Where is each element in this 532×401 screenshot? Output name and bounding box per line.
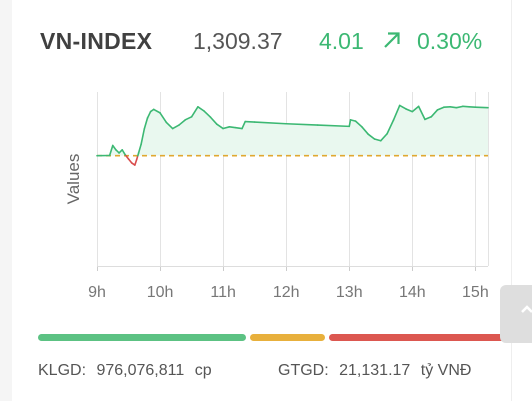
price-line-up xyxy=(165,121,174,130)
price-line-up xyxy=(392,104,401,122)
price-line-up xyxy=(209,116,218,125)
price-line-up xyxy=(253,121,287,125)
price-line-up xyxy=(143,117,149,130)
price-line-up xyxy=(398,104,407,110)
price-line-up xyxy=(222,126,231,130)
value-stat: GTGD: 21,131.17 tỷ VNĐ xyxy=(278,362,471,380)
price-line-up xyxy=(361,126,369,135)
y-axis-label: Values xyxy=(64,154,83,205)
x-tick-label: 12h xyxy=(273,284,300,301)
x-tick-label: 11h xyxy=(210,284,236,301)
x-tick-label: 9h xyxy=(88,284,106,301)
value-label: GTGD: xyxy=(278,362,329,379)
volume-unit: cp xyxy=(194,362,212,379)
chart-lines xyxy=(96,104,489,166)
price-line-up xyxy=(146,110,152,119)
price-line-up xyxy=(171,124,180,130)
index-name: VN-INDEX xyxy=(40,28,153,54)
price-line-up xyxy=(424,115,433,121)
panel-divider xyxy=(511,0,512,401)
breadth-down-segment xyxy=(329,334,508,341)
price-line-up xyxy=(203,110,212,119)
price-line-up xyxy=(228,126,237,129)
price-line-up xyxy=(152,108,161,114)
chevron-up-icon xyxy=(521,305,532,313)
price-line-down xyxy=(134,158,138,166)
price-line-up xyxy=(285,122,319,126)
index-change: 4.01 xyxy=(319,28,364,54)
volume-label: KLGD: xyxy=(38,362,87,379)
price-line-up xyxy=(373,138,382,142)
price-line-up xyxy=(159,112,168,124)
chart-area xyxy=(97,105,488,156)
price-line-up xyxy=(430,109,439,118)
price-line-up xyxy=(316,124,351,128)
x-tick-label: 15h xyxy=(462,284,489,301)
price-line-up xyxy=(348,119,352,128)
price-line-up xyxy=(455,105,464,109)
price-line-up xyxy=(379,132,388,142)
price-line-up xyxy=(108,144,114,157)
volume-value: 976,076,811 xyxy=(96,362,185,379)
price-line-up xyxy=(436,106,445,111)
index-value: 1,309.37 xyxy=(193,28,283,54)
breadth-unchanged-segment xyxy=(249,334,326,341)
price-line-up xyxy=(405,108,414,113)
x-tick-label: 14h xyxy=(399,284,426,301)
price-line-up xyxy=(367,133,376,140)
price-line-up xyxy=(178,119,187,126)
left-edge xyxy=(0,0,12,401)
price-line-up xyxy=(184,115,193,121)
price-line-up xyxy=(140,128,146,145)
value-amount: 21,131.17 xyxy=(339,362,411,379)
price-line-up xyxy=(241,120,247,130)
price-line-up xyxy=(111,144,117,151)
price-line-up xyxy=(417,105,426,121)
price-line-up xyxy=(354,120,363,128)
price-line-up xyxy=(197,105,206,112)
price-line-down xyxy=(127,158,133,164)
index-change-percent: 0.30% xyxy=(417,28,483,54)
chart-axis: 9h 10h 11h 12h 13h 14h 15h xyxy=(88,266,489,301)
price-line-up xyxy=(386,119,395,135)
price-line-up xyxy=(216,123,224,130)
market-breadth-bar xyxy=(38,334,508,341)
price-line-up xyxy=(137,143,142,154)
price-line-up xyxy=(234,126,243,130)
price-line-up xyxy=(190,105,199,118)
price-line-up xyxy=(411,105,420,113)
value-unit: tỷ VNĐ xyxy=(420,362,472,379)
price-line-up xyxy=(121,149,127,156)
arrow-up-right-icon xyxy=(382,30,402,55)
area-fill-up xyxy=(97,105,488,156)
price-line-up xyxy=(349,119,357,122)
x-tick-label: 13h xyxy=(336,284,363,301)
volume-stat: KLGD: 976,076,811 cp xyxy=(38,362,212,380)
price-line-up xyxy=(449,105,458,109)
x-tick-label: 10h xyxy=(147,284,174,301)
breadth-up-segment xyxy=(38,334,246,341)
scroll-up-button[interactable] xyxy=(500,285,532,343)
